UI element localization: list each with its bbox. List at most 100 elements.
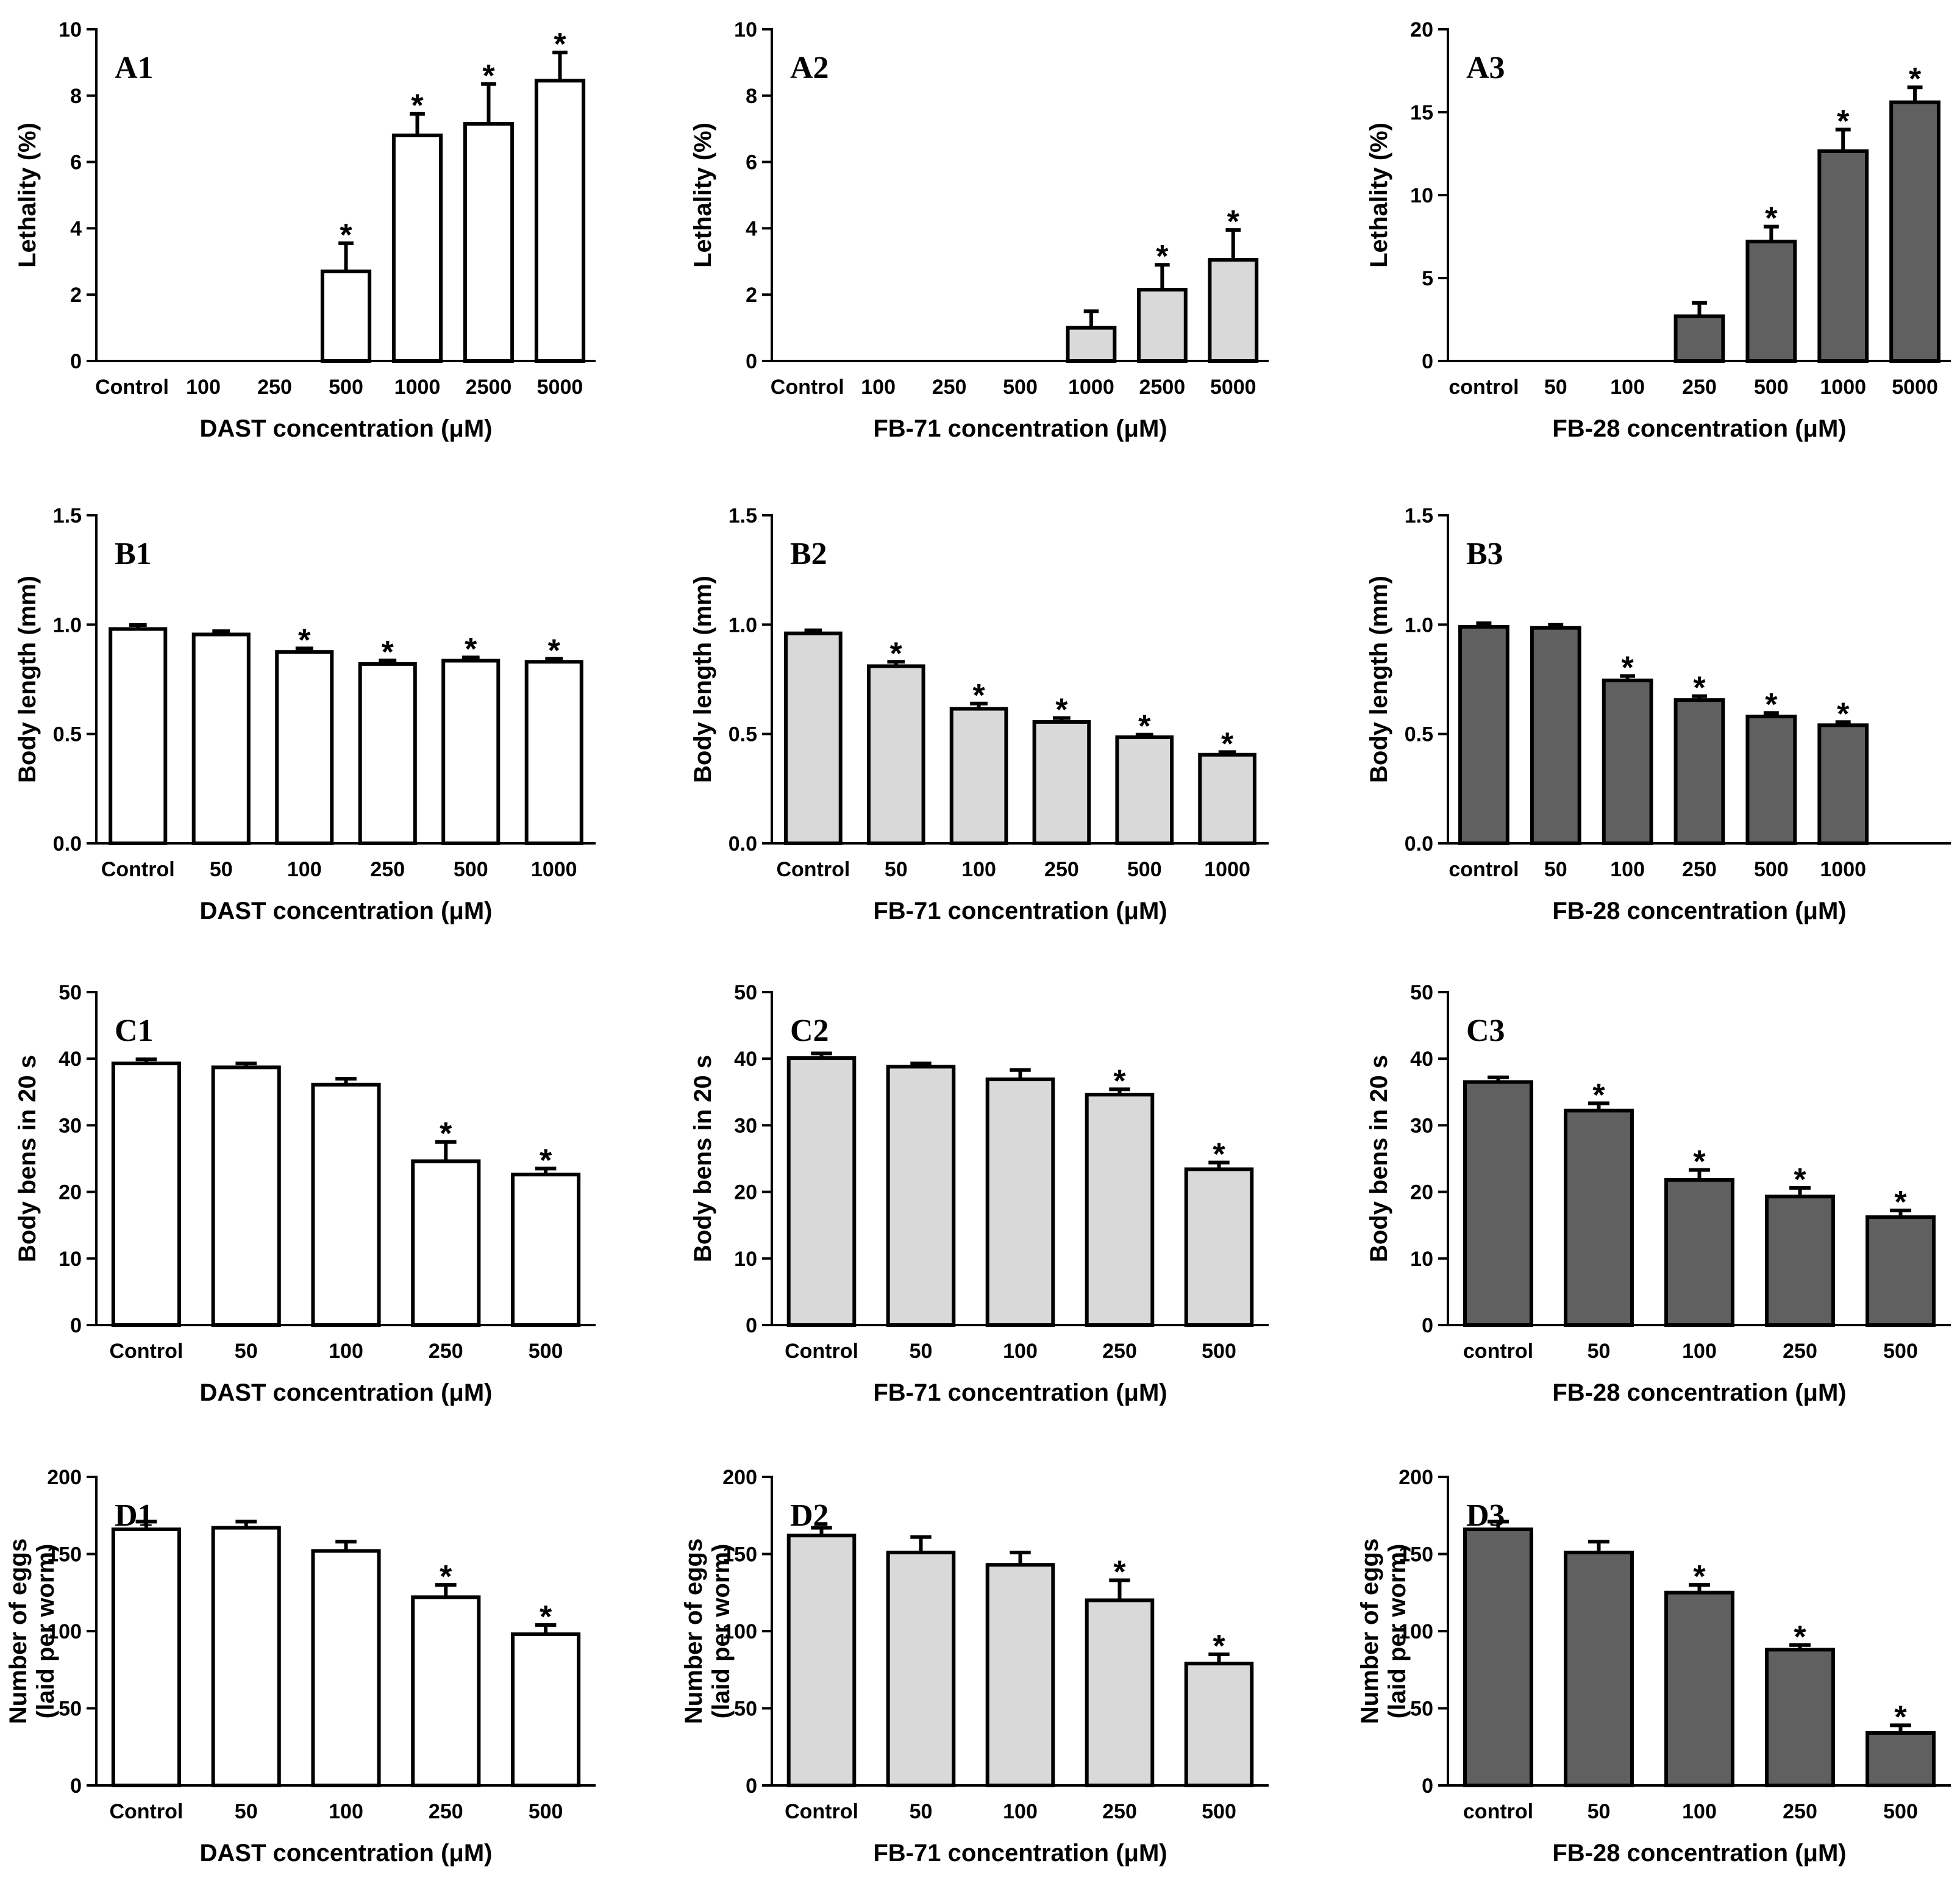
x-tick-label: 100: [287, 858, 322, 881]
y-tick-label: 200: [1399, 1466, 1433, 1489]
bar-250: [1085, 1093, 1155, 1327]
y-tick-label: 1.0: [53, 613, 82, 637]
y-tick-label: 10: [734, 1248, 757, 1271]
y-axis-title: Number of eggs: [1356, 1538, 1383, 1724]
panel-d2: 0 50 100 150 200 Control 50 100 * 250 * 500 D2 FB-71 …: [680, 1466, 1269, 1867]
bar-5000: [1889, 100, 1940, 363]
x-tick-label: Control: [109, 1800, 183, 1823]
y-axis-title: Body length (mm): [14, 576, 41, 783]
y-tick-label: 10: [1410, 1248, 1433, 1271]
x-axis-title: FB-28 concentration (μM): [1552, 1840, 1846, 1867]
panel-label: B3: [1466, 537, 1503, 571]
y-tick-label: 0: [1422, 350, 1433, 373]
bar-50: [211, 1526, 281, 1787]
bar-50: [886, 1065, 956, 1327]
bar-50: [1564, 1550, 1634, 1787]
panel-label: A1: [115, 51, 154, 85]
x-tick-label: 100: [1610, 376, 1645, 399]
significance-star: *: [340, 218, 352, 253]
bar-2500: [463, 122, 515, 363]
y-tick-label: 0.0: [1405, 832, 1433, 856]
x-tick-label: 50: [910, 1340, 933, 1363]
significance-star: *: [540, 1143, 552, 1178]
bar-250: [1085, 1598, 1155, 1787]
significance-star: *: [440, 1559, 452, 1595]
y-axis-title: Lethality (%): [690, 123, 716, 268]
bar-50: [191, 632, 251, 846]
y-tick-label: 40: [59, 1048, 82, 1071]
panel-b2: 0.0 0.5 1.0 1.5 Control * 50 * 100 * 250 * 500 * 1000 B…: [690, 504, 1269, 924]
y-tick-label: 30: [1410, 1114, 1433, 1137]
y-tick-label: 1.5: [729, 504, 757, 527]
significance-star: *: [554, 27, 566, 62]
panel-label: C3: [1466, 1013, 1505, 1048]
y-tick-label: 0: [70, 1774, 82, 1798]
x-tick-label: 1000: [1820, 376, 1866, 399]
y-tick-label: 10: [734, 18, 757, 41]
y-axis-title: Body length (mm): [690, 576, 716, 783]
panel-b1: 0.0 0.5 1.0 1.5 Control 50 * 100 * 250 * 500 * 1000 B1…: [14, 504, 596, 924]
bar-1000: [391, 134, 443, 363]
bar-50: [211, 1065, 281, 1327]
panel-label: D1: [115, 1498, 154, 1533]
x-tick-label: 100: [1003, 1800, 1038, 1823]
x-tick-label: 500: [1754, 858, 1789, 881]
x-tick-label: 250: [1682, 376, 1717, 399]
y-tick-label: 200: [722, 1466, 757, 1489]
panel-label: B1: [115, 537, 152, 571]
x-tick-label: 2500: [466, 376, 512, 399]
significance-star: *: [382, 635, 394, 670]
x-tick-label: 500: [454, 858, 488, 881]
y-tick-label: 20: [734, 1181, 757, 1204]
x-tick-label: 1000: [1820, 858, 1866, 881]
x-tick-label: Control: [109, 1340, 183, 1363]
x-tick-label: control: [1449, 858, 1519, 881]
x-tick-label: control: [1449, 376, 1519, 399]
y-tick-label: 50: [1410, 1698, 1433, 1721]
bar-100: [311, 1549, 381, 1787]
x-tick-label: 250: [1102, 1340, 1137, 1363]
bar-control: [786, 1056, 857, 1327]
y-tick-label: 1.0: [729, 613, 757, 637]
y-tick-label: 100: [1399, 1620, 1433, 1643]
bar-50: [1530, 626, 1581, 846]
y-tick-label: 0: [746, 1774, 757, 1798]
x-axis-title: DAST concentration (μM): [199, 898, 492, 924]
x-tick-label: Control: [771, 376, 844, 399]
x-tick-label: 50: [235, 1340, 258, 1363]
significance-star: *: [1693, 671, 1706, 706]
y-tick-label: 4: [746, 217, 757, 240]
y-tick-label: 1.5: [1405, 504, 1433, 527]
x-tick-label: 250: [429, 1800, 463, 1823]
bar-500: [511, 1173, 581, 1327]
y-tick-label: 100: [722, 1620, 757, 1643]
bar-100: [275, 650, 334, 845]
x-tick-label: 100: [1610, 858, 1645, 881]
y-tick-label: 20: [1410, 1181, 1433, 1204]
bar-100: [1664, 1590, 1734, 1787]
bar-1000: [524, 660, 583, 845]
y-tick-label: 5: [1422, 267, 1433, 290]
x-axis-title: DAST concentration (μM): [199, 415, 492, 442]
bar-control: [109, 627, 168, 846]
x-tick-label: 100: [1682, 1340, 1717, 1363]
panel-label: D2: [790, 1498, 829, 1533]
significance-star: *: [548, 633, 561, 668]
significance-star: *: [1693, 1559, 1706, 1595]
panel-label: D3: [1466, 1498, 1505, 1533]
y-tick-label: 4: [70, 217, 82, 240]
x-tick-label: control: [1463, 1340, 1533, 1363]
bar-500: [320, 270, 372, 363]
bar-1000: [1198, 752, 1256, 845]
x-tick-label: 500: [1202, 1340, 1236, 1363]
x-tick-label: Control: [95, 376, 169, 399]
y-tick-label: 0: [1422, 1314, 1433, 1337]
bar-100: [311, 1082, 381, 1327]
bar-500: [1866, 1215, 1936, 1327]
y-tick-label: 150: [1399, 1543, 1433, 1567]
y-tick-label: 1.0: [1405, 613, 1433, 637]
x-tick-label: Control: [101, 858, 175, 881]
y-tick-label: 0: [1422, 1774, 1433, 1798]
x-axis-title: FB-71 concentration (μM): [873, 898, 1167, 924]
